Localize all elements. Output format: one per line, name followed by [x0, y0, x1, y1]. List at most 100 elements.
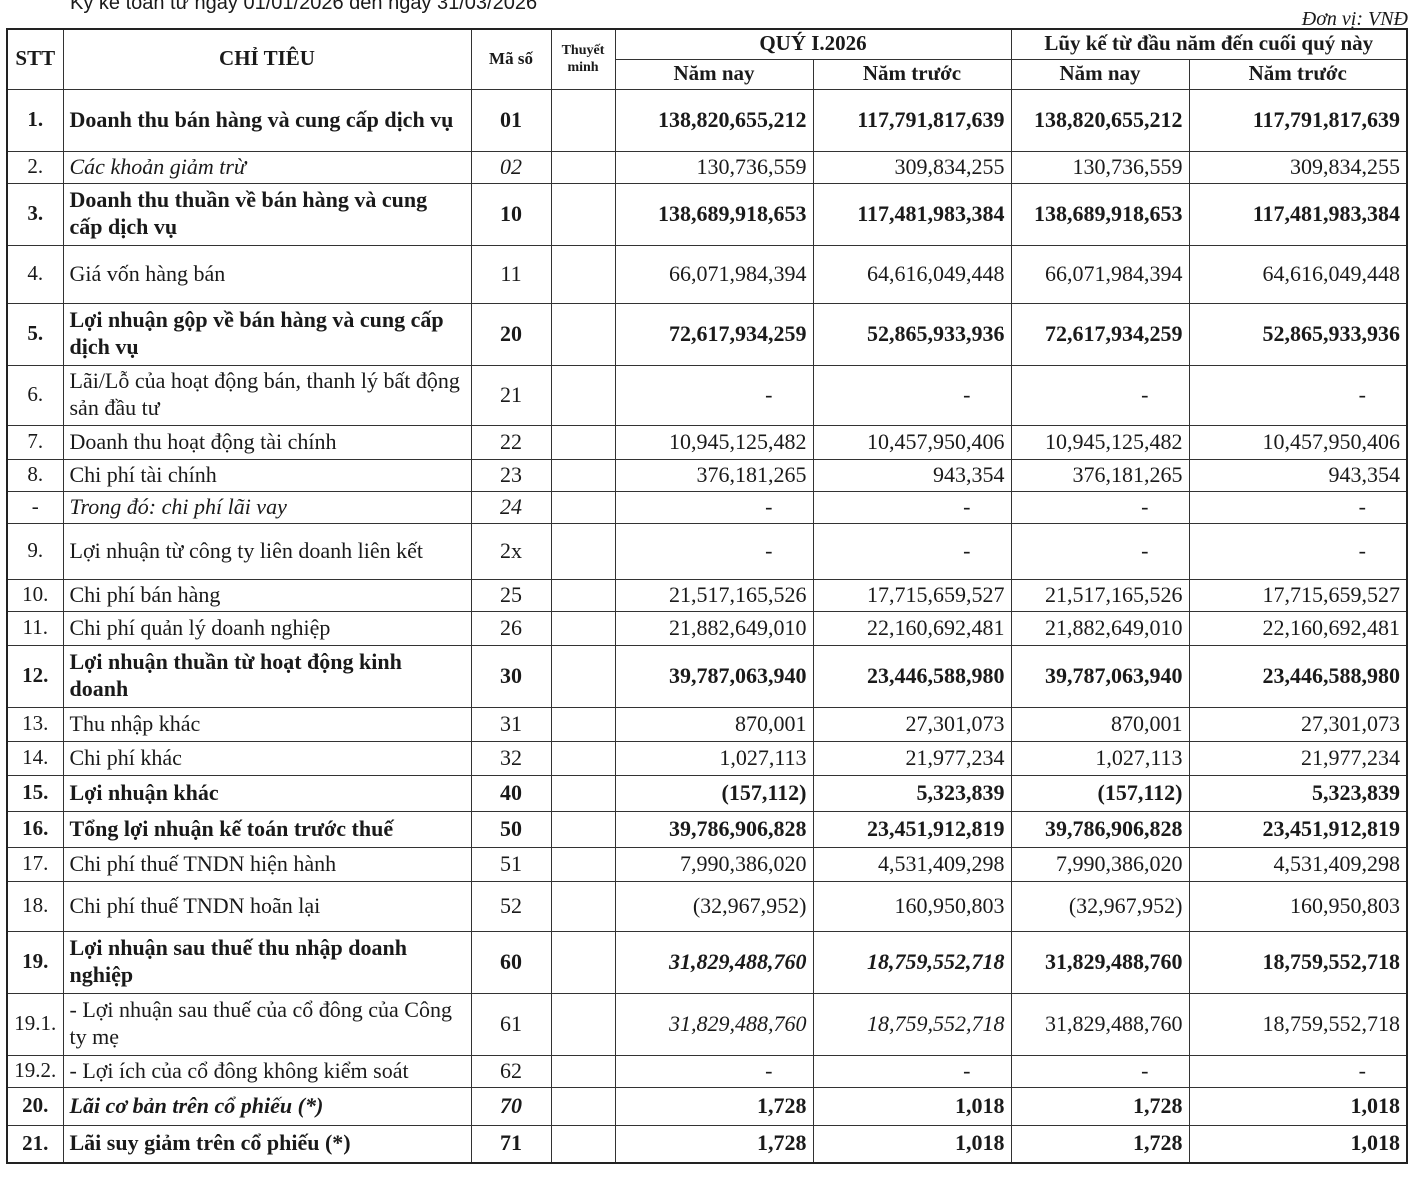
table-row: 2. Các khoản giảm trừ 02 130,736,559 309,834… — [6, 150, 1408, 184]
amount: 39,787,063,940 — [1010, 644, 1190, 708]
table-body: 1. Doanh thu bán hàng và cung cấp dịch vụ… — [6, 88, 1408, 1164]
row-number: 16. — [6, 810, 64, 848]
amount: (157,112) — [614, 774, 814, 812]
note-cell — [550, 302, 616, 366]
col-this-year: Năm nay — [1010, 58, 1190, 90]
item-label: Chi phí tài chính — [62, 458, 472, 492]
amount: 23,451,912,819 — [1188, 810, 1408, 848]
note-cell — [550, 1124, 616, 1164]
row-number: 21. — [6, 1124, 64, 1164]
amount: 22,160,692,481 — [1188, 610, 1408, 646]
item-label: Lợi nhuận từ công ty liên doanh liên kết — [62, 522, 472, 580]
amount: 309,834,255 — [1188, 150, 1408, 184]
amount: 64,616,049,448 — [1188, 244, 1408, 304]
amount: 1,728 — [614, 1124, 814, 1164]
row-number: 17. — [6, 846, 64, 882]
amount: 138,820,655,212 — [614, 88, 814, 152]
amount: 1,027,113 — [1010, 740, 1190, 776]
table-row: 18. Chi phí thuế TNDN hoãn lại 52 (32,967,9… — [6, 880, 1408, 932]
table-row: 5. Lợi nhuận gộp về bán hàng và cung cấp … — [6, 302, 1408, 366]
item-code: 10 — [470, 182, 552, 246]
amount: 52,865,933,936 — [1188, 302, 1408, 366]
amount: 1,018 — [812, 1124, 1012, 1164]
row-number: - — [6, 490, 64, 524]
amount: 1,018 — [1188, 1124, 1408, 1164]
note-cell — [550, 880, 616, 932]
amount: 18,759,552,718 — [812, 992, 1012, 1056]
amount: 17,715,659,527 — [812, 578, 1012, 612]
amount: 117,791,817,639 — [1188, 88, 1408, 152]
amount: 17,715,659,527 — [1188, 578, 1408, 612]
table-row: 12. Lợi nhuận thuần từ hoạt động kinh doa… — [6, 644, 1408, 708]
amount: 31,829,488,760 — [1010, 992, 1190, 1056]
note-cell — [550, 930, 616, 994]
amount: 66,071,984,394 — [1010, 244, 1190, 304]
amount: 5,323,839 — [1188, 774, 1408, 812]
amount: 376,181,265 — [614, 458, 814, 492]
amount: 18,759,552,718 — [1188, 930, 1408, 994]
amount: 10,945,125,482 — [1010, 424, 1190, 460]
amount: 943,354 — [1188, 458, 1408, 492]
amount: - — [1010, 364, 1190, 426]
item-code: 11 — [470, 244, 552, 304]
item-label: Lãi/Lỗ của hoạt động bán, thanh lý bất đ… — [62, 364, 472, 426]
row-number: 19.2. — [6, 1054, 64, 1088]
amount: (157,112) — [1010, 774, 1190, 812]
item-code: 60 — [470, 930, 552, 994]
item-code: 26 — [470, 610, 552, 646]
note-cell — [550, 1086, 616, 1126]
item-label: Lợi nhuận khác — [62, 774, 472, 812]
amount: 160,950,803 — [1188, 880, 1408, 932]
note-cell — [550, 578, 616, 612]
amount: 130,736,559 — [614, 150, 814, 184]
row-number: 20. — [6, 1086, 64, 1126]
amount: 27,301,073 — [1188, 706, 1408, 742]
amount: 52,865,933,936 — [812, 302, 1012, 366]
amount: - — [1010, 1054, 1190, 1088]
item-label: Doanh thu thuần về bán hàng và cung cấp … — [62, 182, 472, 246]
row-number: 15. — [6, 774, 64, 812]
amount: 31,829,488,760 — [614, 992, 814, 1056]
item-label: Lợi nhuận gộp về bán hàng và cung cấp dị… — [62, 302, 472, 366]
unit: Đơn vị: VNĐ — [1301, 8, 1408, 30]
amount: 4,531,409,298 — [1188, 846, 1408, 882]
note-cell — [550, 244, 616, 304]
item-code: 70 — [470, 1086, 552, 1126]
amount: 1,018 — [1188, 1086, 1408, 1126]
item-label: Chi phí thuế TNDN hiện hành — [62, 846, 472, 882]
note-cell — [550, 458, 616, 492]
amount: 18,759,552,718 — [1188, 992, 1408, 1056]
item-code: 31 — [470, 706, 552, 742]
item-code: 40 — [470, 774, 552, 812]
note-cell — [550, 490, 616, 524]
table-row: 19.1. - Lợi nhuận sau thuế của cổ đông củ… — [6, 992, 1408, 1056]
amount: 23,451,912,819 — [812, 810, 1012, 848]
table-row: 15. Lợi nhuận khác 40 (157,112) 5,323,839 (15… — [6, 774, 1408, 812]
item-code: 2x — [470, 522, 552, 580]
amount: 160,950,803 — [812, 880, 1012, 932]
amount: 21,882,649,010 — [614, 610, 814, 646]
amount: 22,160,692,481 — [812, 610, 1012, 646]
amount: - — [1010, 490, 1190, 524]
item-label: Doanh thu hoạt động tài chính — [62, 424, 472, 460]
amount: - — [1188, 490, 1408, 524]
amount: - — [614, 364, 814, 426]
note-cell — [550, 774, 616, 812]
item-label: Lãi suy giảm trên cổ phiếu (*) — [62, 1124, 472, 1164]
amount: 4,531,409,298 — [812, 846, 1012, 882]
note-cell — [550, 610, 616, 646]
note-cell — [550, 88, 616, 152]
amount: 66,071,984,394 — [614, 244, 814, 304]
item-label: Trong đó: chi phí lãi vay — [62, 490, 472, 524]
row-number: 5. — [6, 302, 64, 366]
note-cell — [550, 182, 616, 246]
item-code: 20 — [470, 302, 552, 366]
item-label: - Lợi nhuận sau thuế của cổ đông của Côn… — [62, 992, 472, 1056]
row-number: 3. — [6, 182, 64, 246]
amount: 138,689,918,653 — [1010, 182, 1190, 246]
amount: 72,617,934,259 — [1010, 302, 1190, 366]
amount: 21,977,234 — [812, 740, 1012, 776]
amount: 117,481,983,384 — [812, 182, 1012, 246]
item-code: 62 — [470, 1054, 552, 1088]
note-cell — [550, 150, 616, 184]
